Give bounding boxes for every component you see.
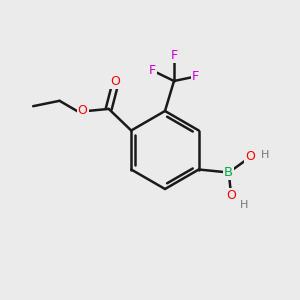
Text: B: B [224, 166, 233, 179]
Text: F: F [170, 49, 178, 62]
Text: O: O [245, 150, 255, 163]
Text: F: F [192, 70, 199, 83]
Text: O: O [226, 189, 236, 203]
Text: O: O [110, 75, 120, 88]
Text: F: F [149, 64, 156, 77]
Text: H: H [261, 149, 270, 160]
Text: O: O [78, 104, 88, 117]
Text: H: H [240, 200, 248, 211]
